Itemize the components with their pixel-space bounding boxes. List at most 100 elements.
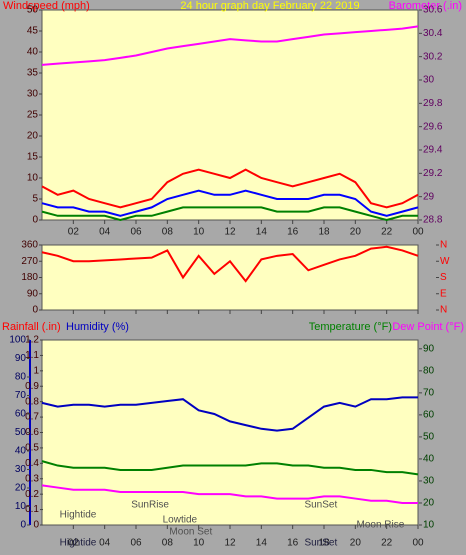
y-tick-label: 0.8	[25, 396, 39, 407]
y-tick-label: 1.2	[25, 335, 39, 346]
x-tick-label: 22	[381, 538, 393, 549]
y-tick-label: 0.7	[25, 412, 39, 423]
humidity-label: Humidity (%)	[66, 321, 129, 333]
y-tick-label: 29.4	[423, 145, 443, 156]
series-line	[41, 25, 419, 66]
annotation: Hightide	[60, 510, 97, 521]
y-tick-label: 0	[33, 520, 39, 531]
x-tick-label: 20	[350, 227, 362, 238]
y-tick-label: 0	[32, 305, 38, 316]
y-tick-label: 100	[9, 335, 26, 346]
y-tick-label: 80	[15, 372, 27, 383]
y-tick-label: 45	[27, 26, 39, 37]
wind-plot-area	[41, 9, 419, 221]
y-tick-label: 30	[15, 464, 27, 475]
y-tick-label: 180	[21, 272, 38, 283]
y-tick-label: 1.1	[25, 350, 39, 361]
y-tick-label: N	[440, 240, 447, 251]
y-tick-label: 30	[27, 89, 39, 100]
y-tick-label: 90	[15, 353, 27, 364]
y-tick-label: N	[440, 305, 447, 316]
y-tick-label: 0.1	[25, 504, 39, 515]
y-tick-label: 20	[423, 498, 435, 509]
y-tick-label: 0.3	[25, 473, 39, 484]
y-tick-label: 50	[423, 432, 435, 443]
y-tick-label: 15	[27, 152, 39, 163]
x-tick-label: 04	[99, 227, 111, 238]
series-line	[41, 189, 419, 217]
y-tick-label: 0.2	[25, 489, 39, 500]
y-tick-label: 80	[423, 365, 435, 376]
y-tick-label: 30.4	[423, 28, 443, 39]
x-tick-label: 08	[162, 538, 174, 549]
y-tick-label: 60	[15, 409, 27, 420]
y-tick-label: 50	[15, 427, 27, 438]
direction-plot-area	[41, 244, 419, 311]
x-tick-label: 00	[412, 227, 424, 238]
y-tick-label: 30.2	[423, 51, 443, 62]
y-tick-label: 10	[27, 173, 39, 184]
y-tick-label: 29.2	[423, 168, 443, 179]
y-tick-label: 5	[32, 194, 38, 205]
y-tick-label: S	[440, 272, 447, 283]
y-tick-label: 29.6	[423, 121, 443, 132]
y-tick-label: 29	[423, 191, 435, 202]
y-tick-label: 70	[15, 390, 27, 401]
x-tick-label: 12	[224, 227, 236, 238]
y-tick-label: 50	[27, 5, 39, 16]
barometer-label: Barometer (.in)	[389, 0, 462, 12]
x-tick-label: 06	[130, 538, 142, 549]
climate-plot-area	[41, 339, 419, 526]
y-tick-label: 20	[27, 131, 39, 142]
annotation: Moon Rise	[356, 520, 404, 531]
y-tick-label: 90	[423, 343, 435, 354]
series-line	[41, 168, 419, 209]
y-tick-label: W	[440, 256, 450, 267]
y-tick-label: 60	[423, 410, 435, 421]
x-tick-label: 14	[256, 538, 268, 549]
y-tick-label: 30.6	[423, 5, 443, 16]
annotation: Moon Set	[169, 527, 212, 538]
dewpoint-label: Dew Point (°F)	[392, 321, 464, 333]
y-tick-label: 0.9	[25, 381, 39, 392]
annotation: SunSet	[304, 500, 337, 511]
y-tick-label: 10	[15, 501, 27, 512]
y-tick-label: 35	[27, 68, 39, 79]
series-line	[41, 396, 418, 432]
x-tick-label: 10	[193, 538, 205, 549]
x-tick-label: 12	[224, 538, 236, 549]
x-tick-label: 10	[193, 227, 205, 238]
x-tick-label: 02	[68, 227, 80, 238]
x-tick-label: 06	[130, 227, 142, 238]
x-tick-label: 18	[318, 227, 330, 238]
x-tick-label: 04	[99, 538, 111, 549]
x-tick-label: 20	[350, 538, 362, 549]
y-tick-label: E	[440, 288, 447, 299]
y-tick-label: 90	[27, 288, 39, 299]
annotation: SunSet	[304, 538, 337, 549]
annotation: SunRise	[131, 500, 169, 511]
series-line	[41, 460, 419, 476]
y-tick-label: 0.5	[25, 443, 39, 454]
x-tick-label: 22	[381, 227, 393, 238]
y-tick-label: 0.6	[25, 427, 39, 438]
y-tick-label: 0	[20, 520, 26, 531]
y-tick-label: 360	[21, 240, 38, 251]
rainfall-label: Rainfall (.in)	[2, 321, 61, 333]
windspeed-label: Windspeed (mph)	[3, 0, 90, 12]
y-tick-label: 40	[27, 47, 39, 58]
series-line	[41, 206, 418, 222]
y-tick-label: 28.8	[423, 215, 443, 226]
x-tick-label: 02	[68, 538, 80, 549]
annotation: Hightide	[60, 538, 97, 549]
chart-title: 24 hour graph day February 22 2019	[180, 0, 359, 12]
y-tick-label: 20	[15, 483, 27, 494]
x-tick-label: 16	[287, 538, 299, 549]
y-tick-label: 30	[423, 476, 435, 487]
y-tick-label: 70	[423, 387, 435, 398]
y-tick-label: 30	[423, 75, 435, 86]
x-tick-label: 18	[318, 538, 330, 549]
series-line	[41, 245, 419, 283]
series-line	[41, 484, 418, 504]
